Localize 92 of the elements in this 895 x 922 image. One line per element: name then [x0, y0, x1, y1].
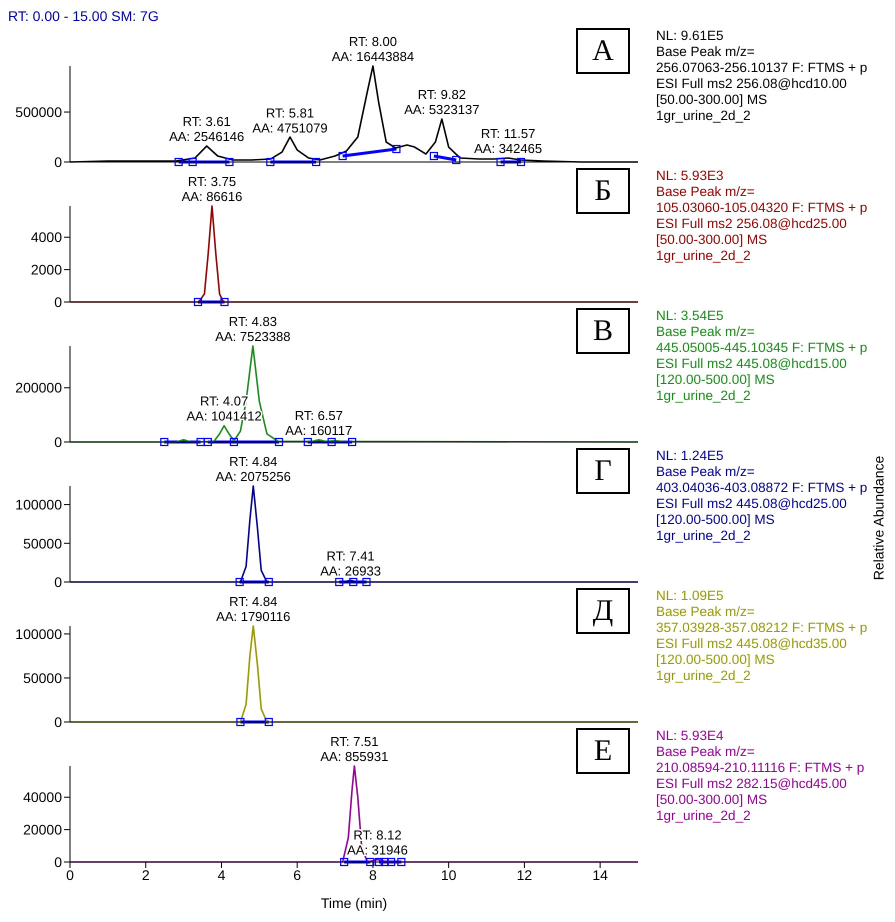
text: NL: 1.24E5	[656, 448, 725, 464]
chart-title: Г	[576, 448, 630, 494]
text: ESI Full ms2 256.08@hcd25.00	[656, 216, 848, 232]
y-tick-label: 100000	[15, 626, 62, 642]
point	[312, 158, 320, 166]
point	[430, 152, 438, 160]
y-tick-label: 0	[54, 714, 62, 730]
text: NL: 5.93E3	[656, 168, 725, 184]
x-tick-label: 4	[218, 866, 226, 883]
text: [120.00-500.00] MS	[656, 652, 776, 668]
point	[266, 158, 274, 166]
y-tick-label: 2000	[30, 262, 62, 278]
y-tick-label: 20000	[23, 822, 62, 838]
text: NL: 1.09E5	[656, 588, 725, 604]
chart-title: В	[576, 308, 630, 354]
text: 256.07063-256.10137 F: FTMS + p	[656, 60, 868, 76]
y-tick-label: 4000	[30, 229, 62, 246]
text: ESI Full ms2 282.15@hcd45.00	[656, 776, 848, 792]
chart-title: Д	[576, 588, 630, 634]
text: [50.00-300.00] MS	[656, 92, 768, 108]
annotation: RT: 5.81 AA: 4751079	[252, 106, 328, 136]
text: Base Peak m/z=	[656, 324, 756, 340]
y-tick-label: 50000	[23, 670, 62, 686]
point	[392, 144, 401, 154]
text: ESI Full ms2 445.08@hcd25.00	[656, 496, 848, 512]
text: Base Peak m/z=	[656, 464, 756, 480]
text: [120.00-500.00] MS	[656, 372, 776, 388]
annotation: RT: 4.84 AA: 2075256	[216, 454, 291, 484]
x-tick-label: 14	[592, 866, 608, 883]
text: 1gr_urine_2d_2	[656, 528, 752, 544]
x-tick-label: 10	[440, 866, 457, 883]
text: 1gr_urine_2d_2	[656, 808, 752, 824]
chart-subtitle: RT: 0.00 - 15.00 SM: 7G	[8, 8, 160, 26]
x-tick-label: 6	[293, 866, 302, 883]
y-tick-label: 0	[54, 294, 62, 310]
y-tick-label: 100000	[15, 496, 62, 513]
y-tick-label: 0	[54, 574, 62, 590]
annotation: RT: 4.84 AA: 1790116	[216, 594, 290, 624]
text: 1gr_urine_2d_2	[656, 108, 752, 124]
y-tick-label: 0	[54, 854, 62, 870]
chart-title: А	[576, 28, 630, 74]
y-tick-label: 0	[54, 154, 62, 170]
point	[338, 152, 347, 160]
text: ESI Full ms2 445.08@hcd35.00	[656, 636, 848, 652]
x-axis-title: Time (min)	[320, 895, 388, 911]
text: 445.05005-445.10345 F: FTMS + p	[656, 340, 868, 356]
text: [50.00-300.00] MS	[656, 232, 768, 248]
text: 1gr_urine_2d_2	[656, 248, 752, 264]
annotation: RT: 3.61 AA: 2546146	[169, 114, 244, 144]
text: 210.08594-210.11116 F: FTMS + p	[656, 760, 866, 776]
x-tick-label: 8	[369, 866, 378, 883]
annotation: RT: 6.57 AA: 160117	[285, 408, 352, 438]
text: 1gr_urine_2d_2	[656, 668, 752, 684]
x-tick-label: 0	[66, 866, 74, 883]
y-axis-title: Relative Abundance	[870, 456, 886, 580]
x-tick-label: 2	[142, 866, 150, 883]
chart-title: Б	[576, 168, 630, 214]
text: NL: 3.54E5	[656, 308, 725, 324]
text: NL: 5.93E4	[656, 728, 725, 744]
text: Base Peak m/z=	[656, 744, 756, 760]
annotation: RT: 9.82 AA: 5323137	[404, 87, 480, 118]
point	[496, 158, 505, 166]
text: 357.03928-357.08212 F: FTMS + p	[656, 620, 868, 636]
annotation: RT: 7.51 AA: 855931	[320, 734, 388, 764]
y-tick-label: 0	[54, 434, 62, 450]
text: ESI Full ms2 445.08@hcd15.00	[656, 356, 848, 372]
annotation: RT: 8.00 AA: 16443884	[332, 34, 414, 64]
y-tick-label: 50000	[23, 535, 62, 552]
y-tick-label: 500000	[15, 104, 62, 120]
text: ESI Full ms2 256.08@hcd10.00	[656, 76, 848, 92]
text: 105.03060-105.04320 F: FTMS + p	[656, 200, 868, 216]
y-tick-label: 200000	[15, 380, 62, 396]
annotation: RT: 3.75 AA: 86616	[182, 174, 242, 204]
text: 403.04036-403.08872 F: FTMS + p	[656, 480, 868, 496]
x-tick-label: 12	[516, 866, 532, 883]
text: 1gr_urine_2d_2	[656, 388, 752, 404]
point	[225, 158, 234, 166]
point	[174, 158, 183, 166]
annotation: RT: 4.83 AA: 7523388	[215, 314, 290, 344]
text: Base Peak m/z=	[656, 184, 756, 200]
point	[516, 158, 526, 166]
point	[452, 156, 460, 164]
text: [120.00-500.00] MS	[656, 512, 776, 528]
text: Base Peak m/z=	[656, 604, 756, 620]
chart-title: Е	[576, 728, 630, 774]
annotation: RT: 7.41 AA: 26933	[320, 548, 381, 578]
y-tick-label: 40000	[23, 789, 62, 806]
text: Base Peak m/z=	[656, 44, 756, 60]
text: [50.00-300.00] MS	[656, 792, 768, 808]
text: NL: 9.61E5	[656, 28, 725, 44]
point	[188, 158, 197, 166]
annotation: RT: 11.57 AA: 342465	[474, 126, 542, 156]
